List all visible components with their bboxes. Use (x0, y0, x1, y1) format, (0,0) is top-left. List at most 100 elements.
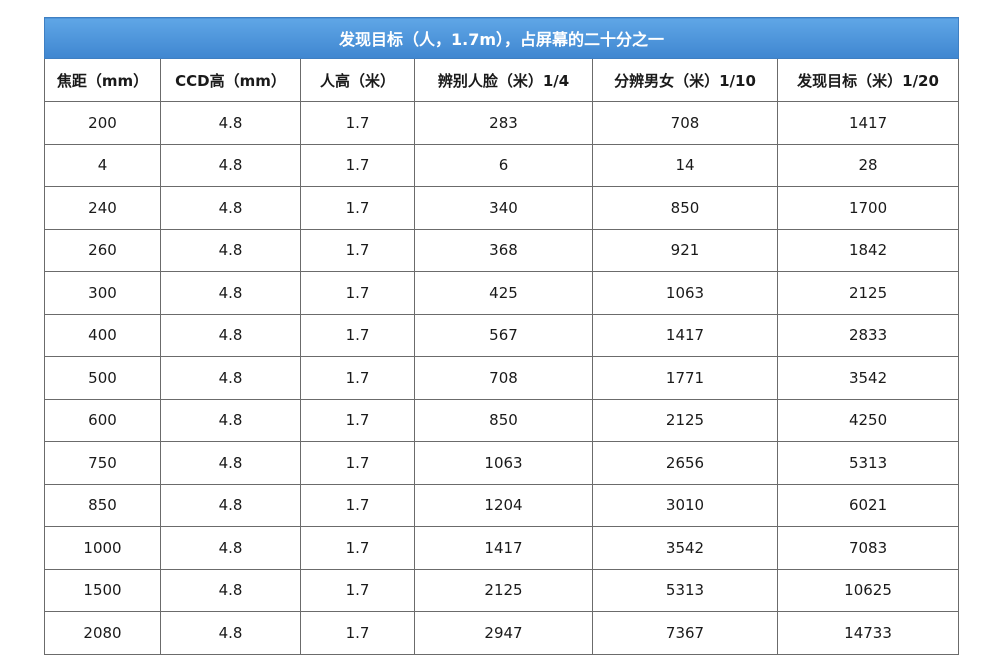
table-cell: 5313 (592, 568, 778, 612)
table-row: 400 4.8 1.7 567 1417 2833 (44, 313, 960, 357)
table-cell: 14733 (776, 611, 960, 655)
table-body: 200 4.8 1.7 283 708 1417 4 4.8 1.7 6 14 28 240 4.8 1.7… (44, 101, 960, 655)
table-cell: 1.7 (300, 101, 415, 145)
table-cell: 1.7 (300, 356, 415, 400)
table-title: 发现目标（人，1.7m），占屏幕的二十分之一 (43, 17, 960, 59)
table-row: 1500 4.8 1.7 2125 5313 10625 (44, 568, 960, 612)
table-row: 4 4.8 1.7 6 14 28 (44, 143, 960, 187)
table-cell: 4.8 (160, 398, 301, 442)
column-header: CCD高（mm） (160, 58, 301, 102)
table-cell: 2125 (776, 271, 960, 315)
table-cell: 4.8 (160, 568, 301, 612)
table-cell: 3542 (592, 526, 778, 570)
table-cell: 7083 (776, 526, 960, 570)
table-cell: 567 (414, 313, 593, 357)
table-cell: 1.7 (300, 568, 415, 612)
table-row: 2080 4.8 1.7 2947 7367 14733 (44, 611, 960, 655)
table-cell: 2833 (776, 313, 960, 357)
table-cell: 2656 (592, 441, 778, 485)
table-cell: 2125 (592, 398, 778, 442)
table-cell: 1.7 (300, 441, 415, 485)
table-cell: 4.8 (160, 186, 301, 230)
table-cell: 1204 (414, 483, 593, 527)
table-cell: 1.7 (300, 611, 415, 655)
table-cell: 425 (414, 271, 593, 315)
table-cell: 7367 (592, 611, 778, 655)
column-header: 分辨男女（米）1/10 (592, 58, 778, 102)
table-cell: 4.8 (160, 483, 301, 527)
column-header: 焦距（mm） (44, 58, 161, 102)
table-cell: 1.7 (300, 526, 415, 570)
table-row: 500 4.8 1.7 708 1771 3542 (44, 356, 960, 400)
table-cell: 4250 (776, 398, 960, 442)
table-cell: 708 (592, 101, 778, 145)
table-row: 240 4.8 1.7 340 850 1700 (44, 186, 960, 230)
table-cell: 2080 (44, 611, 161, 655)
table-cell: 260 (44, 228, 161, 272)
table-row: 260 4.8 1.7 368 921 1842 (44, 228, 960, 272)
table-cell: 4 (44, 143, 161, 187)
table-cell: 921 (592, 228, 778, 272)
table-cell: 400 (44, 313, 161, 357)
table-cell: 14 (592, 143, 778, 187)
table-cell: 1.7 (300, 271, 415, 315)
table-cell: 1417 (414, 526, 593, 570)
table-cell: 1.7 (300, 186, 415, 230)
table-cell: 6 (414, 143, 593, 187)
table-cell: 5313 (776, 441, 960, 485)
table-cell: 850 (592, 186, 778, 230)
table-cell: 4.8 (160, 313, 301, 357)
table-cell: 200 (44, 101, 161, 145)
table-cell: 1063 (414, 441, 593, 485)
table-cell: 1063 (592, 271, 778, 315)
table-cell: 1771 (592, 356, 778, 400)
table-row: 600 4.8 1.7 850 2125 4250 (44, 398, 960, 442)
table-cell: 4.8 (160, 526, 301, 570)
table-cell: 4.8 (160, 611, 301, 655)
column-header: 辨别人脸（米）1/4 (414, 58, 593, 102)
table-cell: 2947 (414, 611, 593, 655)
table-cell: 1.7 (300, 398, 415, 442)
table-cell: 3010 (592, 483, 778, 527)
table-cell: 750 (44, 441, 161, 485)
table-cell: 240 (44, 186, 161, 230)
header-row: 焦距（mm） CCD高（mm） 人高（米） 辨别人脸（米）1/4 分辨男女（米）1/10… (44, 58, 960, 102)
table-cell: 368 (414, 228, 593, 272)
table-row: 850 4.8 1.7 1204 3010 6021 (44, 483, 960, 527)
table-cell: 340 (414, 186, 593, 230)
table-cell: 1417 (592, 313, 778, 357)
table-cell: 3542 (776, 356, 960, 400)
table-cell: 283 (414, 101, 593, 145)
table-cell: 1.7 (300, 228, 415, 272)
table-cell: 500 (44, 356, 161, 400)
table-cell: 2125 (414, 568, 593, 612)
table-cell: 4.8 (160, 271, 301, 315)
table-cell: 1500 (44, 568, 161, 612)
table-cell: 1700 (776, 186, 960, 230)
table-cell: 6021 (776, 483, 960, 527)
table-row: 200 4.8 1.7 283 708 1417 (44, 101, 960, 145)
table-cell: 1.7 (300, 483, 415, 527)
table-cell: 4.8 (160, 228, 301, 272)
table-cell: 4.8 (160, 441, 301, 485)
table-cell: 4.8 (160, 143, 301, 187)
table: 发现目标（人，1.7m），占屏幕的二十分之一 焦距（mm） CCD高（mm） 人高（… (43, 17, 960, 655)
table-wrapper: 发现目标（人，1.7m），占屏幕的二十分之一 焦距（mm） CCD高（mm） 人高（… (43, 17, 960, 655)
table-row: 1000 4.8 1.7 1417 3542 7083 (44, 526, 960, 570)
table-cell: 300 (44, 271, 161, 315)
table-cell: 10625 (776, 568, 960, 612)
table-cell: 850 (414, 398, 593, 442)
table-cell: 1000 (44, 526, 161, 570)
table-row: 300 4.8 1.7 425 1063 2125 (44, 271, 960, 315)
table-cell: 1.7 (300, 143, 415, 187)
table-cell: 1842 (776, 228, 960, 272)
title-row: 发现目标（人，1.7m），占屏幕的二十分之一 (43, 17, 960, 59)
table-cell: 1417 (776, 101, 960, 145)
table-cell: 1.7 (300, 313, 415, 357)
table-row: 750 4.8 1.7 1063 2656 5313 (44, 441, 960, 485)
column-header: 发现目标（米）1/20 (776, 58, 960, 102)
table-cell: 850 (44, 483, 161, 527)
table-cell: 4.8 (160, 356, 301, 400)
column-header: 人高（米） (300, 58, 415, 102)
